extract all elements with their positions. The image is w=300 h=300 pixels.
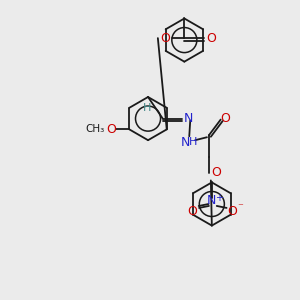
Text: O: O [106,123,116,136]
Text: H: H [189,137,197,147]
Text: O: O [227,205,237,218]
Text: H: H [142,103,151,113]
Text: N: N [184,112,193,125]
Text: O: O [187,205,197,218]
Text: N: N [207,194,217,207]
Text: O: O [211,166,221,179]
Text: CH₃: CH₃ [85,124,105,134]
Text: O: O [206,32,216,45]
Text: N: N [181,136,190,148]
Text: O: O [160,32,170,45]
Text: ⁻: ⁻ [237,202,243,212]
Text: O: O [220,112,230,125]
Text: +: + [215,193,223,203]
